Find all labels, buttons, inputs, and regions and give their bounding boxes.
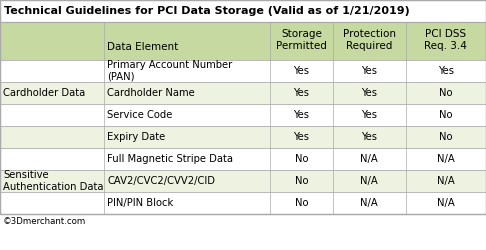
Bar — [0, 22, 486, 214]
Text: Cardholder Data: Cardholder Data — [3, 88, 85, 98]
Text: No: No — [295, 176, 308, 186]
Text: Yes: Yes — [294, 132, 309, 142]
Bar — [0, 0, 486, 22]
Text: Protection: Protection — [343, 29, 396, 39]
Bar — [0, 22, 486, 60]
Text: N/A: N/A — [437, 176, 455, 186]
Text: N/A: N/A — [361, 198, 378, 208]
Text: No: No — [439, 88, 452, 98]
Text: Yes: Yes — [362, 66, 377, 76]
Text: PCI DSS: PCI DSS — [425, 29, 467, 39]
Bar — [0, 82, 486, 104]
Text: Required: Required — [346, 41, 393, 51]
Text: Primary Account Number
(PAN): Primary Account Number (PAN) — [107, 60, 233, 82]
Text: No: No — [439, 132, 452, 142]
Text: Storage: Storage — [281, 29, 322, 39]
Text: Yes: Yes — [294, 88, 309, 98]
Text: Yes: Yes — [438, 66, 454, 76]
Text: CAV2/CVC2/CVV2/CID: CAV2/CVC2/CVV2/CID — [107, 176, 215, 186]
Text: Data Element: Data Element — [107, 42, 179, 52]
Text: Service Code: Service Code — [107, 110, 173, 120]
Text: No: No — [295, 198, 308, 208]
Bar — [0, 60, 486, 82]
Bar — [0, 192, 486, 214]
Text: Yes: Yes — [362, 110, 377, 120]
Text: N/A: N/A — [361, 154, 378, 164]
Text: N/A: N/A — [437, 154, 455, 164]
Text: No: No — [439, 110, 452, 120]
Text: Permitted: Permitted — [276, 41, 327, 51]
Text: Technical Guidelines for PCI Data Storage (Valid as of 1/21/2019): Technical Guidelines for PCI Data Storag… — [4, 6, 410, 16]
Bar — [0, 0, 486, 214]
Text: N/A: N/A — [361, 176, 378, 186]
Text: Yes: Yes — [294, 66, 309, 76]
Bar — [0, 104, 486, 126]
Text: Full Magnetic Stripe Data: Full Magnetic Stripe Data — [107, 154, 233, 164]
Text: ©3Dmerchant.com: ©3Dmerchant.com — [3, 217, 86, 226]
Text: Expiry Date: Expiry Date — [107, 132, 166, 142]
Text: Yes: Yes — [362, 132, 377, 142]
Text: N/A: N/A — [437, 198, 455, 208]
Text: Cardholder Name: Cardholder Name — [107, 88, 195, 98]
Bar — [0, 126, 486, 148]
Bar — [0, 170, 486, 192]
Text: Req. 3.4: Req. 3.4 — [424, 41, 468, 51]
Text: No: No — [295, 154, 308, 164]
Bar — [0, 148, 486, 170]
Text: Sensitive
Authentication Data: Sensitive Authentication Data — [3, 170, 104, 192]
Text: PIN/PIN Block: PIN/PIN Block — [107, 198, 174, 208]
Text: Yes: Yes — [362, 88, 377, 98]
Text: Yes: Yes — [294, 110, 309, 120]
